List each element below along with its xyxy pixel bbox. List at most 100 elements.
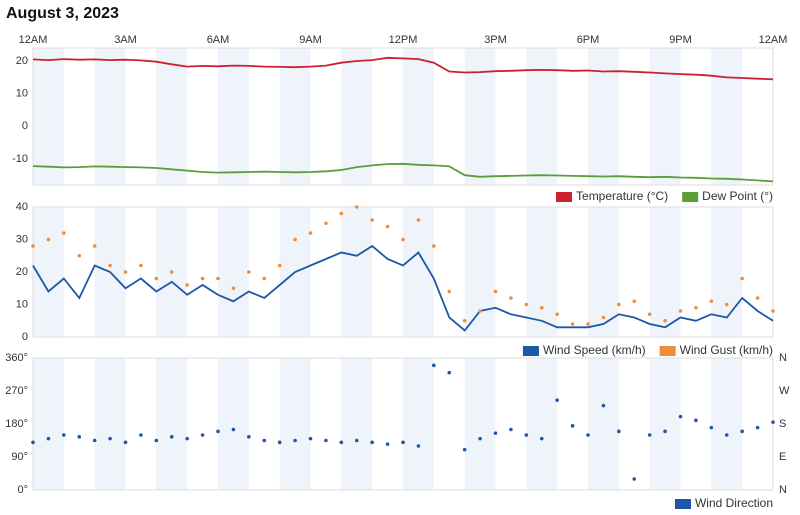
legend-label: Dew Point (°): [702, 189, 773, 203]
data-point: [154, 438, 159, 443]
data-point: [262, 438, 267, 443]
hour-band: [403, 48, 434, 185]
plot-frame: [32, 206, 774, 338]
y-tick-label: 20: [16, 55, 28, 67]
x-tick-label: 12PM: [389, 34, 418, 46]
data-point: [108, 436, 112, 441]
data-point: [46, 436, 51, 441]
x-tick-label: 9PM: [669, 34, 692, 46]
y-tick-label: 40: [16, 201, 28, 213]
data-point: [524, 302, 529, 307]
data-point: [570, 424, 575, 428]
data-point: [216, 276, 220, 281]
data-point: [385, 224, 390, 229]
data-point: [169, 270, 174, 274]
data-point: [247, 270, 251, 274]
data-point: [92, 438, 97, 443]
data-point: [539, 305, 544, 310]
y-tick-label: 0°: [17, 484, 28, 496]
plot-frame: [32, 357, 774, 491]
data-point: [31, 244, 35, 248]
data-point: [354, 438, 359, 443]
x-tick-label: 3PM: [484, 34, 507, 46]
data-point: [416, 444, 421, 448]
data-point: [185, 283, 189, 287]
y2-tick-label: S: [779, 418, 786, 430]
data-point: [462, 447, 467, 452]
data-point: [293, 438, 297, 443]
data-point: [478, 309, 482, 313]
data-point: [586, 433, 590, 437]
y-tick-label: 20: [16, 266, 28, 278]
data-line: [32, 56, 774, 81]
data-point: [632, 477, 637, 481]
y-tick-label: 30: [16, 233, 28, 245]
y2-tick-label: W: [779, 385, 790, 397]
y2-tick-label: N: [779, 352, 787, 364]
data-point: [108, 263, 112, 268]
data-point: [663, 318, 667, 323]
data-point: [586, 322, 590, 326]
data-point: [755, 425, 760, 430]
hour-band: [403, 207, 434, 337]
data-point: [401, 440, 405, 445]
hour-band: [464, 207, 496, 337]
data-point: [324, 438, 328, 443]
data-point: [694, 418, 698, 423]
data-point: [555, 312, 559, 317]
data-point: [493, 431, 498, 435]
data-point: [709, 299, 714, 304]
data-point: [401, 237, 405, 242]
data-point: [601, 403, 606, 408]
data-point: [539, 436, 544, 441]
data-point: [678, 414, 683, 419]
y-tick-label: -10: [12, 153, 28, 165]
x-tick-label: 6PM: [577, 34, 600, 46]
x-tick-label: 12AM: [19, 34, 48, 46]
hour-band: [279, 48, 311, 185]
plot-frame: [32, 47, 774, 186]
y-tick-label: 360°: [5, 352, 28, 364]
data-point: [755, 296, 760, 300]
legend-swatch: [682, 192, 699, 202]
hour-band: [464, 48, 496, 185]
data-point: [709, 425, 714, 430]
hour-band: [156, 48, 188, 185]
y-tick-label: 180°: [5, 418, 28, 430]
data-point: [647, 433, 652, 437]
data-point: [462, 318, 467, 323]
y-tick-label: 10: [16, 88, 28, 100]
hour-band: [711, 358, 743, 490]
y2-tick-label: N: [779, 484, 787, 496]
y-tick-label: 0: [22, 331, 28, 343]
data-point: [771, 420, 775, 424]
hour-band: [526, 48, 558, 185]
hour-band: [341, 358, 373, 490]
hour-band: [464, 358, 496, 490]
data-point: [354, 205, 359, 209]
data-point: [478, 436, 482, 441]
hour-band: [33, 48, 64, 185]
legend-label: Wind Gust (km/h): [680, 343, 773, 357]
data-point: [231, 286, 236, 291]
data-point: [139, 433, 143, 437]
data-point: [601, 315, 606, 320]
data-point: [185, 436, 189, 441]
data-point: [524, 433, 529, 437]
y-tick-label: 0: [22, 120, 28, 132]
hour-band: [588, 48, 619, 185]
data-point: [339, 440, 344, 445]
x-tick-label: 9AM: [299, 34, 322, 46]
data-point: [555, 398, 559, 402]
data-point: [617, 302, 621, 307]
data-point: [724, 302, 729, 307]
data-point: [277, 440, 282, 445]
hour-band: [156, 358, 188, 490]
data-point: [385, 442, 390, 446]
data-point: [432, 363, 436, 368]
data-point: [139, 263, 143, 268]
data-point: [277, 263, 282, 268]
data-point: [262, 276, 267, 281]
data-point: [663, 429, 667, 434]
